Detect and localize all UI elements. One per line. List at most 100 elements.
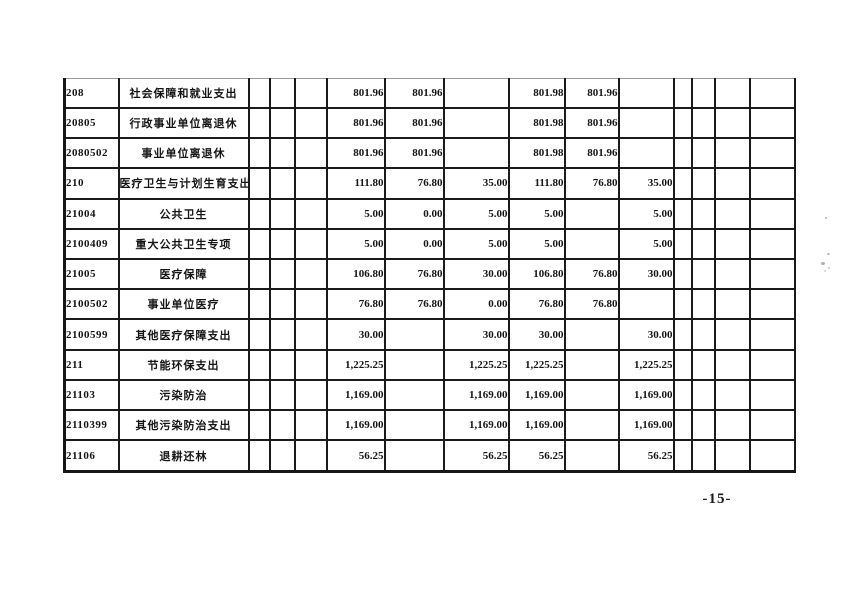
amount-cell: 76.80 (563, 257, 620, 291)
amount-cell (617, 106, 675, 140)
amount-cell: 5.00 (442, 227, 510, 260)
code-cell: 2080502 (63, 137, 120, 170)
amount-cell: 56.25 (507, 439, 566, 473)
table-row: 2080502 事业单位离退休 801.96 801.96 801.98 801.96 (63, 137, 796, 170)
amount-cell (563, 348, 620, 381)
empty-cell (672, 227, 693, 260)
code-cell: 2100599 (63, 318, 120, 351)
empty-cell (293, 197, 328, 230)
amount-cell: 801.96 (325, 137, 386, 170)
empty-cell (247, 348, 271, 381)
amount-cell: 56.25 (325, 439, 386, 473)
table-row: 2100409 重大公共卫生专项 5.00 0.00 5.00 5.00 5.00 (63, 227, 796, 260)
table-row: 21106 退耕还林 56.25 56.25 56.25 56.25 (63, 439, 796, 473)
name-cell: 其他污染防治支出 (117, 409, 250, 442)
empty-cell (672, 137, 693, 170)
name-cell: 社会保障和就业支出 (117, 77, 250, 109)
code-cell: 2110399 (63, 409, 120, 442)
amount-cell (617, 288, 675, 321)
amount-cell: 1,225.25 (325, 348, 386, 381)
empty-cell (748, 197, 796, 230)
scan-speckle (825, 217, 827, 219)
code-cell: 21004 (63, 197, 120, 230)
empty-cell (268, 288, 296, 321)
empty-cell (268, 378, 296, 412)
name-cell: 事业单位医疗 (117, 288, 250, 321)
empty-cell (690, 439, 716, 473)
amount-cell: 76.80 (507, 288, 566, 321)
empty-cell (293, 348, 328, 381)
amount-cell: 1,169.00 (325, 378, 386, 412)
amount-cell (383, 409, 445, 442)
amount-cell: 1,169.00 (617, 378, 675, 412)
empty-cell (713, 257, 751, 291)
empty-cell (268, 348, 296, 381)
empty-cell (672, 167, 693, 200)
empty-cell (293, 318, 328, 351)
amount-cell: 56.25 (617, 439, 675, 473)
amount-cell (383, 439, 445, 473)
empty-cell (293, 288, 328, 321)
scan-speckle (827, 253, 830, 255)
amount-cell (442, 106, 510, 140)
empty-cell (268, 197, 296, 230)
empty-cell (713, 378, 751, 412)
budget-table: 208 社会保障和就业支出 801.96 801.96 801.98 801.96 2080… (63, 77, 796, 473)
empty-cell (268, 409, 296, 442)
amount-cell: 56.25 (442, 439, 510, 473)
table-row: 20805 行政事业单位离退休 801.96 801.96 801.98 801.96 (63, 106, 796, 140)
table-row: 2100599 其他医疗保障支出 30.00 30.00 30.00 30.00 (63, 318, 796, 351)
empty-cell (748, 439, 796, 473)
empty-cell (672, 77, 693, 109)
empty-cell (713, 77, 751, 109)
amount-cell: 76.80 (383, 288, 445, 321)
amount-cell (442, 137, 510, 170)
empty-cell (672, 348, 693, 381)
empty-cell (247, 227, 271, 260)
empty-cell (713, 197, 751, 230)
amount-cell: 111.80 (507, 167, 566, 200)
empty-cell (293, 77, 328, 109)
amount-cell (563, 439, 620, 473)
empty-cell (247, 318, 271, 351)
amount-cell: 801.98 (507, 77, 566, 109)
budget-table-body: 208 社会保障和就业支出 801.96 801.96 801.98 801.96 2080… (63, 77, 796, 473)
amount-cell: 0.00 (383, 197, 445, 230)
empty-cell (748, 227, 796, 260)
amount-cell: 1,169.00 (442, 378, 510, 412)
empty-cell (690, 318, 716, 351)
empty-cell (247, 197, 271, 230)
amount-cell: 0.00 (383, 227, 445, 260)
empty-cell (713, 137, 751, 170)
empty-cell (690, 409, 716, 442)
empty-cell (268, 257, 296, 291)
amount-cell: 801.96 (383, 77, 445, 109)
amount-cell: 1,225.25 (617, 348, 675, 381)
empty-cell (293, 167, 328, 200)
empty-cell (247, 106, 271, 140)
code-cell: 208 (63, 77, 120, 109)
table-row: 2110399 其他污染防治支出 1,169.00 1,169.00 1,169.00 1… (63, 409, 796, 442)
table-row: 210 医疗卫生与计划生育支出 111.80 76.80 35.00 111.80 76.8… (63, 167, 796, 200)
empty-cell (268, 77, 296, 109)
amount-cell: 76.80 (563, 288, 620, 321)
table-row: 211 节能环保支出 1,225.25 1,225.25 1,225.25 1,225.2… (63, 348, 796, 381)
name-cell: 节能环保支出 (117, 348, 250, 381)
amount-cell: 76.80 (325, 288, 386, 321)
empty-cell (748, 348, 796, 381)
name-cell: 医疗保障 (117, 257, 250, 291)
empty-cell (713, 409, 751, 442)
empty-cell (293, 106, 328, 140)
amount-cell: 801.96 (563, 106, 620, 140)
amount-cell: 30.00 (617, 257, 675, 291)
empty-cell (672, 439, 693, 473)
empty-cell (690, 227, 716, 260)
empty-cell (690, 288, 716, 321)
empty-cell (713, 227, 751, 260)
code-cell: 211 (63, 348, 120, 381)
amount-cell: 1,169.00 (507, 378, 566, 412)
amount-cell: 5.00 (507, 197, 566, 230)
name-cell: 重大公共卫生专项 (117, 227, 250, 260)
amount-cell: 0.00 (442, 288, 510, 321)
empty-cell (690, 197, 716, 230)
